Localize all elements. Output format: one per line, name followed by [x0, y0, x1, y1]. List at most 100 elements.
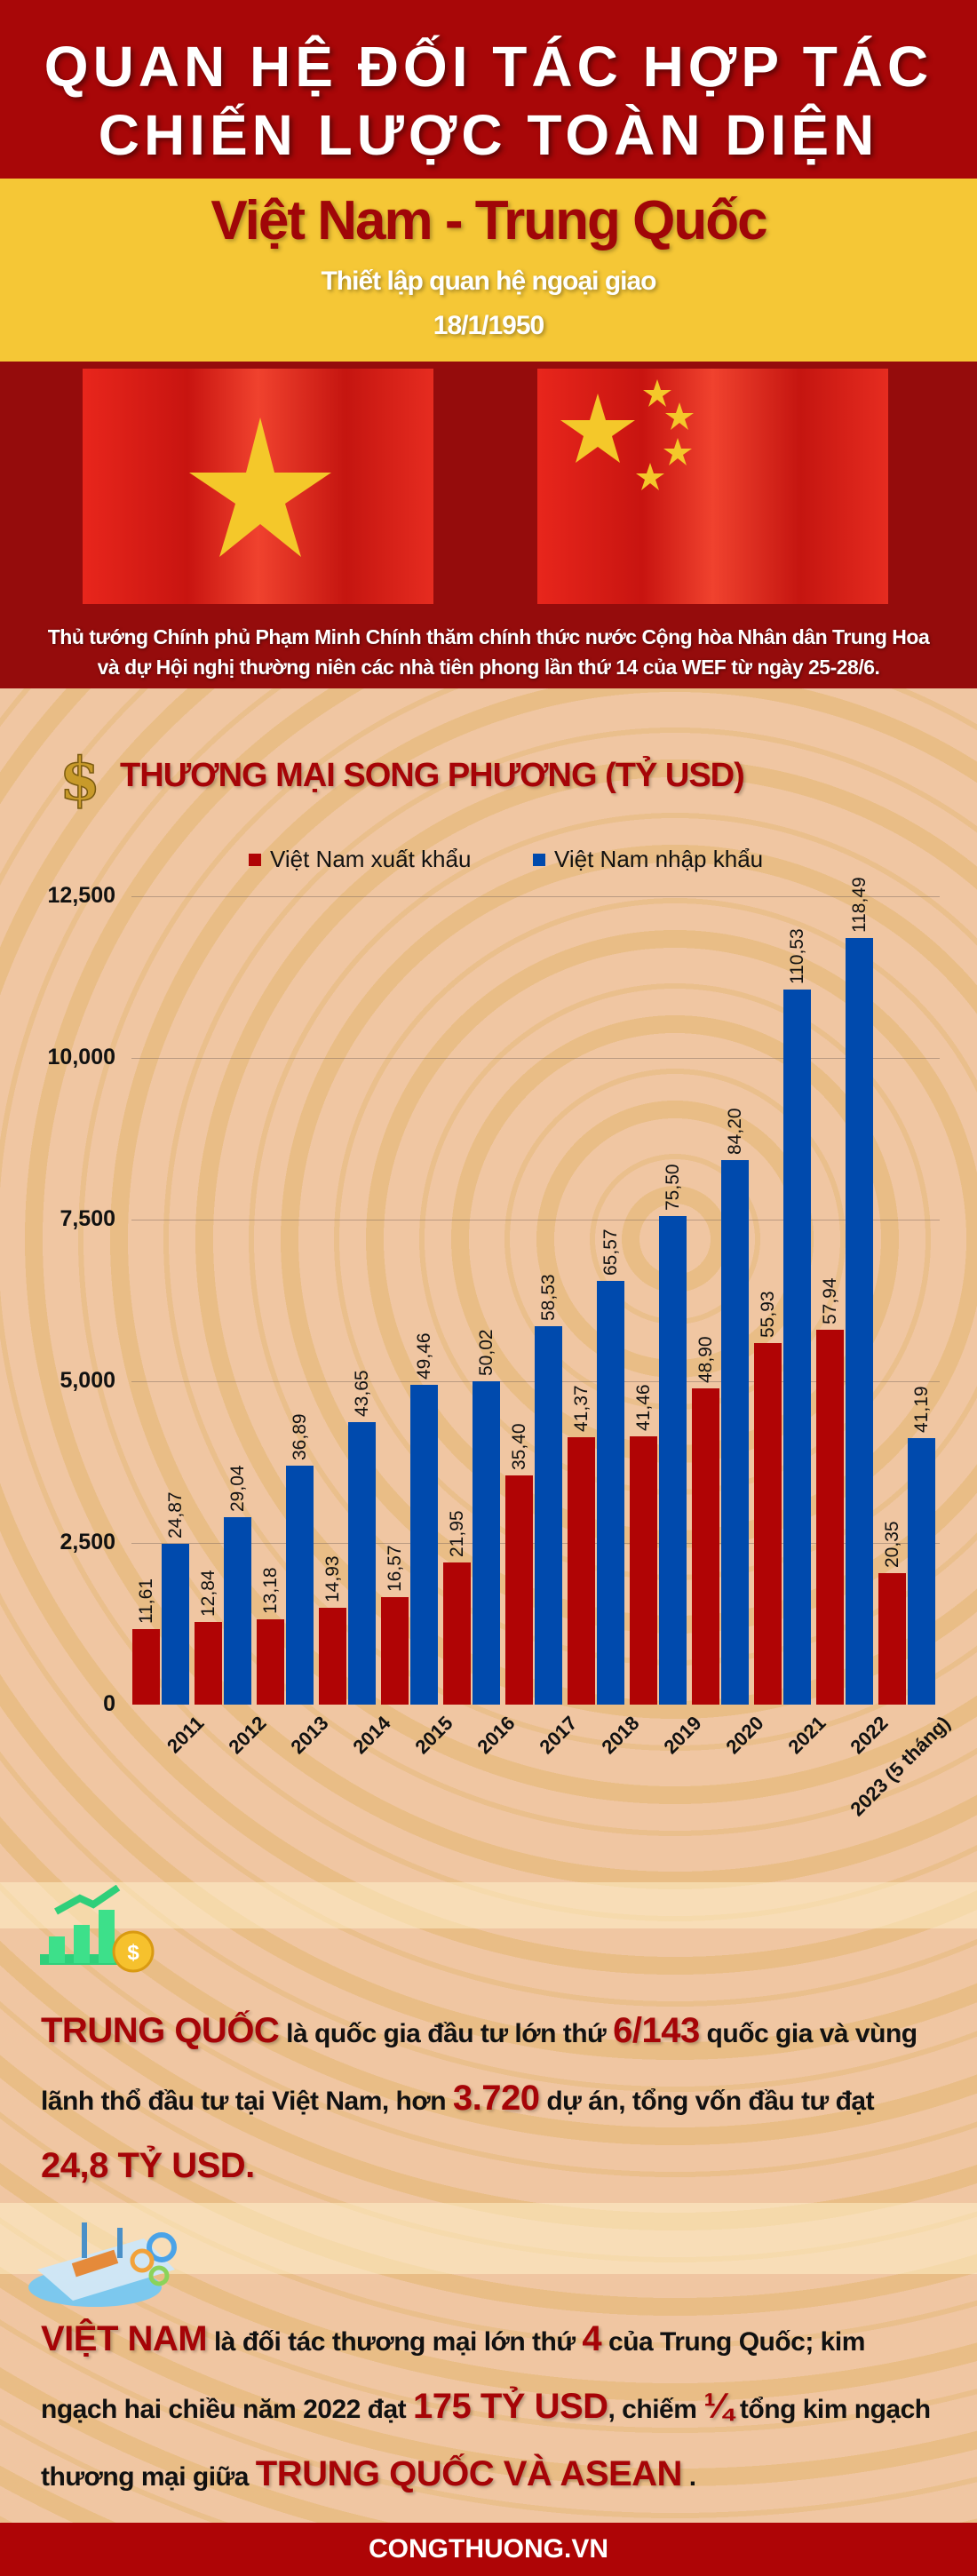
data-label: 58,53 [538, 1274, 559, 1321]
investment-fact: TRUNG QUỐC là quốc gia đầu tư lớn thứ 6/… [41, 1999, 947, 2201]
chart-title: THƯƠNG MẠI SONG PHƯƠNG (TỶ USD) [120, 757, 745, 794]
data-label: 41,37 [571, 1385, 592, 1432]
data-label: 118,49 [849, 877, 870, 934]
body-text: là quốc gia đầu tư lớn thứ [279, 2019, 614, 2048]
established-label: Thiết lập quan hệ ngoại giao [321, 266, 656, 296]
bar-import [410, 1384, 438, 1705]
bar-import [783, 990, 811, 1705]
bar-import [597, 1280, 624, 1705]
bar-import [473, 1380, 500, 1705]
legend-label: Việt Nam xuất khẩu [270, 846, 472, 872]
data-label: 41,19 [911, 1386, 932, 1434]
bar-import [908, 1438, 935, 1705]
x-tick-label: 2022 [846, 1712, 893, 1759]
data-label: 65,57 [600, 1228, 621, 1276]
bar-import [721, 1160, 749, 1705]
data-label: 84,20 [725, 1108, 745, 1156]
bar-export [319, 1608, 346, 1705]
bar-import [659, 1216, 687, 1705]
highlight-text: 3.720 [452, 2079, 540, 2118]
highlight-band [0, 1882, 977, 1928]
bar-import [535, 1325, 562, 1705]
data-label: 41,46 [633, 1384, 654, 1432]
title-line-1: QUAN HỆ ĐỐI TÁC HỢP TÁC [44, 35, 933, 99]
data-label: 49,46 [414, 1332, 434, 1379]
x-tick-label: 2020 [721, 1712, 768, 1759]
data-label: 13,18 [260, 1567, 281, 1615]
vietnam-flag [83, 369, 433, 604]
cargo-ship-port-icon [28, 2222, 177, 2307]
bar-export [505, 1475, 533, 1705]
x-tick-label: 2017 [535, 1712, 582, 1759]
subheader-band [0, 179, 977, 362]
star-icon [189, 417, 331, 557]
title-line-2: CHIẾN LƯỢC TOÀN DIỆN [98, 103, 879, 167]
footer-source: CONGTHUONG.VN [0, 2523, 977, 2576]
bar-import [348, 1422, 376, 1705]
growth-chart-coin-icon: $ [40, 1885, 155, 1973]
body-text: của Trung Quốc; kim ngạch hai chiều năm … [41, 2327, 865, 2424]
data-label: 24,87 [165, 1491, 186, 1538]
data-label: 50,02 [476, 1329, 496, 1376]
data-label: 110,53 [787, 928, 807, 985]
highlight-text: VIỆT NAM [41, 2319, 208, 2358]
x-tick-label: 2019 [659, 1712, 706, 1759]
highlight-text: 24,8 TỶ USD. [41, 2146, 255, 2185]
x-tick-label: 2012 [224, 1712, 271, 1759]
x-tick-label: 2016 [473, 1712, 520, 1759]
bar-export [195, 1621, 222, 1705]
legend-export: Việt Nam xuất khẩu [249, 846, 471, 873]
highlight-text: ¼ [703, 2387, 734, 2426]
y-tick-label: 12,500 [47, 883, 115, 908]
legend-swatch-export [249, 853, 261, 866]
bar-export [568, 1436, 595, 1705]
body-text: là đối tác thương mại lớn thứ [207, 2327, 583, 2357]
bar-import [846, 938, 873, 1705]
body-text: tổng kim ngạch thương mại giữa [41, 2395, 931, 2492]
bar-export [132, 1629, 160, 1705]
y-tick-label: 7,500 [60, 1206, 115, 1231]
data-label: 16,57 [385, 1545, 405, 1593]
intro-line-2: và dự Hội nghị thường niên các nhà tiên … [97, 656, 880, 679]
svg-text:$: $ [127, 1941, 139, 1965]
body-text: . [681, 2462, 696, 2492]
established-date: 18/1/1950 [433, 311, 544, 340]
data-label: 29,04 [227, 1465, 248, 1512]
bar-import [286, 1466, 314, 1705]
data-label: 21,95 [447, 1510, 467, 1558]
legend-label: Việt Nam nhập khẩu [554, 846, 764, 872]
bar-export [630, 1436, 657, 1705]
x-tick-label: 2014 [348, 1712, 395, 1759]
gridline [131, 1058, 940, 1059]
x-tick-label: 2021 [783, 1712, 830, 1759]
data-label: 43,65 [352, 1370, 372, 1418]
body-text: dự án, tổng vốn đầu tư đạt [539, 2087, 875, 2116]
bar-import [162, 1543, 189, 1705]
legend-swatch-import [533, 853, 545, 866]
dollar-sign-icon: $ [59, 748, 100, 810]
x-tick-label: 2013 [286, 1712, 333, 1759]
data-label: 14,93 [322, 1555, 343, 1603]
highlight-text: TRUNG QUỐC [41, 2011, 280, 2050]
highlight-text: 6/143 [613, 2011, 700, 2050]
y-tick-label: 10,000 [47, 1045, 115, 1069]
x-tick-label: 2011 [163, 1712, 209, 1758]
y-tick-label: 2,500 [60, 1530, 115, 1554]
gridline [131, 896, 940, 897]
bar-export [381, 1597, 409, 1705]
bar-export [754, 1342, 782, 1705]
data-label: 11,61 [136, 1578, 156, 1625]
china-flag [537, 369, 888, 604]
data-label: 55,93 [758, 1291, 778, 1338]
data-label: 57,94 [820, 1277, 840, 1325]
highlight-text: 175 TỶ USD [412, 2387, 608, 2426]
data-label: 20,35 [882, 1521, 902, 1568]
data-label: 36,89 [290, 1413, 310, 1461]
data-label: 48,90 [695, 1336, 716, 1383]
bar-chart: 0 2,500 5,000 7,500 10,000 12,500 11,61 24,87 20… [47, 877, 955, 1821]
body-text: , chiếm [608, 2395, 704, 2424]
legend-import: Việt Nam nhập khẩu [533, 846, 763, 873]
data-label: 35,40 [509, 1423, 529, 1471]
bar-import [224, 1516, 251, 1705]
body-text: quốc gia và vùng lãnh thổ đầu tư tại Việ… [41, 2019, 917, 2116]
